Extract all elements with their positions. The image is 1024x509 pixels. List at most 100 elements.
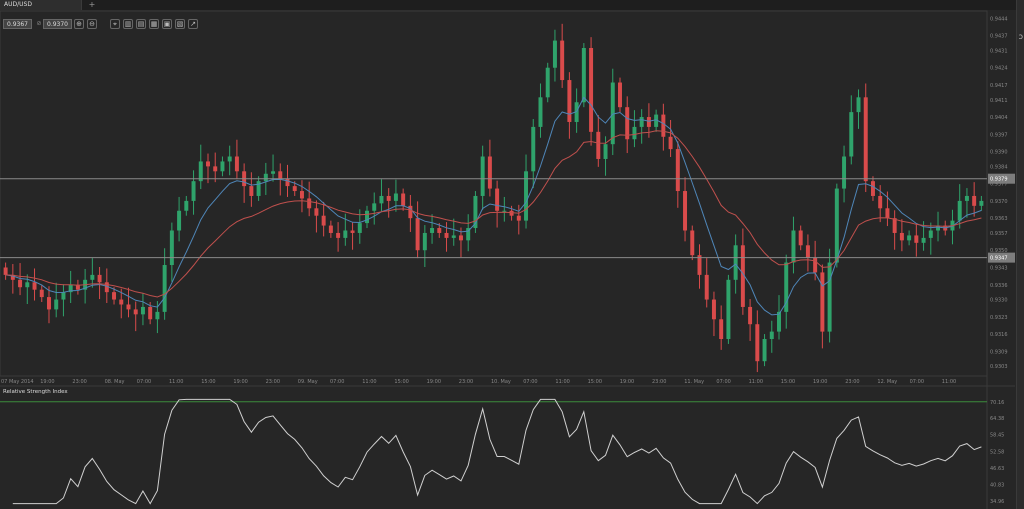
candle-body — [213, 166, 218, 172]
y-tick-label: 0.9377 — [990, 182, 1008, 188]
candle-body — [820, 272, 825, 332]
zoom-out-icon[interactable]: ⊖ — [87, 19, 97, 29]
candle-body — [256, 181, 261, 196]
candle-body — [936, 225, 941, 231]
candle-body — [372, 203, 377, 211]
candle-body — [979, 200, 984, 206]
candle-body — [458, 235, 463, 241]
bar-chart-icon[interactable]: ▥ — [123, 19, 133, 29]
candle-chart-icon[interactable]: ▤ — [136, 19, 146, 29]
candle-body — [654, 114, 659, 127]
candle-body — [813, 257, 818, 273]
ask-price-button[interactable]: 0.9370 — [43, 19, 72, 29]
candle-body — [719, 319, 724, 340]
candle-body — [791, 230, 796, 263]
moving-average-line — [5, 96, 982, 316]
candle-body — [307, 198, 312, 209]
rsi-tick-label: 64.38 — [990, 416, 1004, 422]
x-tick-label: 23:00 — [845, 379, 859, 385]
panel-collapse-icon[interactable]: ↄ — [1018, 32, 1023, 41]
candle-body — [596, 131, 601, 159]
y-tick-label: 0.9323 — [990, 315, 1008, 321]
candle-body — [878, 195, 883, 209]
candle-body — [625, 107, 630, 140]
chart-toolbar: ⊕ ⊖ ⌖ ▥ ▤ ▦ ▣ ▧ ↗ — [74, 19, 198, 29]
candle-body — [32, 282, 37, 290]
candle-body — [430, 228, 435, 233]
line-chart-icon[interactable]: ▦ — [149, 19, 159, 29]
candle-body — [46, 297, 51, 310]
x-tick-label: 19:00 — [233, 379, 247, 385]
zoom-in-icon[interactable]: ⊕ — [74, 19, 84, 29]
candle-body — [379, 195, 384, 204]
y-tick-label: 0.9444 — [990, 16, 1008, 22]
candle-body — [314, 208, 319, 216]
y-tick-label: 0.9431 — [990, 48, 1008, 54]
candle-body — [509, 210, 514, 216]
y-tick-label: 0.9343 — [990, 265, 1008, 271]
y-tick-label: 0.9330 — [990, 298, 1008, 304]
rsi-tick-label: 52.58 — [990, 449, 1004, 455]
candle-body — [589, 47, 594, 132]
candle-body — [827, 262, 832, 332]
candle-body — [112, 292, 117, 300]
candle-body — [451, 235, 456, 238]
candle-body — [870, 181, 875, 196]
candle-body — [126, 304, 131, 310]
candle-body — [75, 284, 80, 290]
candle-body — [921, 237, 926, 243]
candle-body — [162, 265, 167, 312]
x-tick-label: 15:00 — [781, 379, 795, 385]
x-tick-label: 23:00 — [266, 379, 280, 385]
candle-body — [177, 210, 182, 231]
candle-body — [964, 195, 969, 201]
candle-body — [892, 218, 897, 233]
candle-body — [39, 289, 44, 298]
candle-body — [437, 228, 442, 233]
candle-body — [285, 178, 290, 187]
x-tick-label: 11:00 — [555, 379, 569, 385]
candle-body — [401, 193, 406, 206]
bid-price-button[interactable]: 0.9367 — [3, 19, 32, 29]
candle-body — [646, 117, 651, 127]
crosshair-icon[interactable]: ⌖ — [110, 19, 120, 29]
x-tick-label: 10. May — [491, 379, 511, 385]
candle-body — [545, 67, 550, 98]
y-tick-label: 0.9370 — [990, 199, 1008, 205]
candle-body — [133, 309, 138, 315]
y-tick-label: 0.9316 — [990, 332, 1008, 338]
fullscreen-icon[interactable]: ▧ — [175, 19, 185, 29]
candle-body — [61, 292, 66, 300]
candle-body — [393, 193, 398, 201]
candle-body — [495, 188, 500, 211]
candle-body — [849, 112, 854, 157]
rsi-tick-label: 34.96 — [990, 499, 1004, 505]
x-tick-label: 09. May — [298, 379, 318, 385]
add-tab-button[interactable]: + — [88, 0, 96, 9]
y-tick-label: 0.9390 — [990, 150, 1008, 156]
candle-body — [18, 279, 23, 288]
candle-body — [957, 200, 962, 221]
candle-body — [25, 282, 30, 288]
candle-body — [842, 156, 847, 189]
y-tick-label: 0.9336 — [990, 283, 1008, 289]
tab-aud-usd[interactable]: AUD/USD — [0, 0, 82, 10]
candle-body — [68, 284, 73, 293]
duplicate-icon[interactable]: ▣ — [162, 19, 172, 29]
candle-body — [798, 230, 803, 246]
candle-body — [733, 245, 738, 280]
x-tick-label: 08. May — [105, 379, 125, 385]
x-tick-label: 07:00 — [523, 379, 537, 385]
candle-body — [726, 279, 731, 340]
candle-body — [328, 225, 333, 233]
draw-icon[interactable]: ↗ — [188, 19, 198, 29]
y-tick-label: 0.9363 — [990, 216, 1008, 222]
candle-body — [169, 230, 174, 266]
candle-body — [740, 245, 745, 307]
candle-body — [907, 235, 912, 241]
candle-body — [639, 117, 644, 127]
rsi-line — [12, 398, 982, 505]
candle-body — [184, 200, 189, 211]
candle-body — [343, 230, 348, 238]
